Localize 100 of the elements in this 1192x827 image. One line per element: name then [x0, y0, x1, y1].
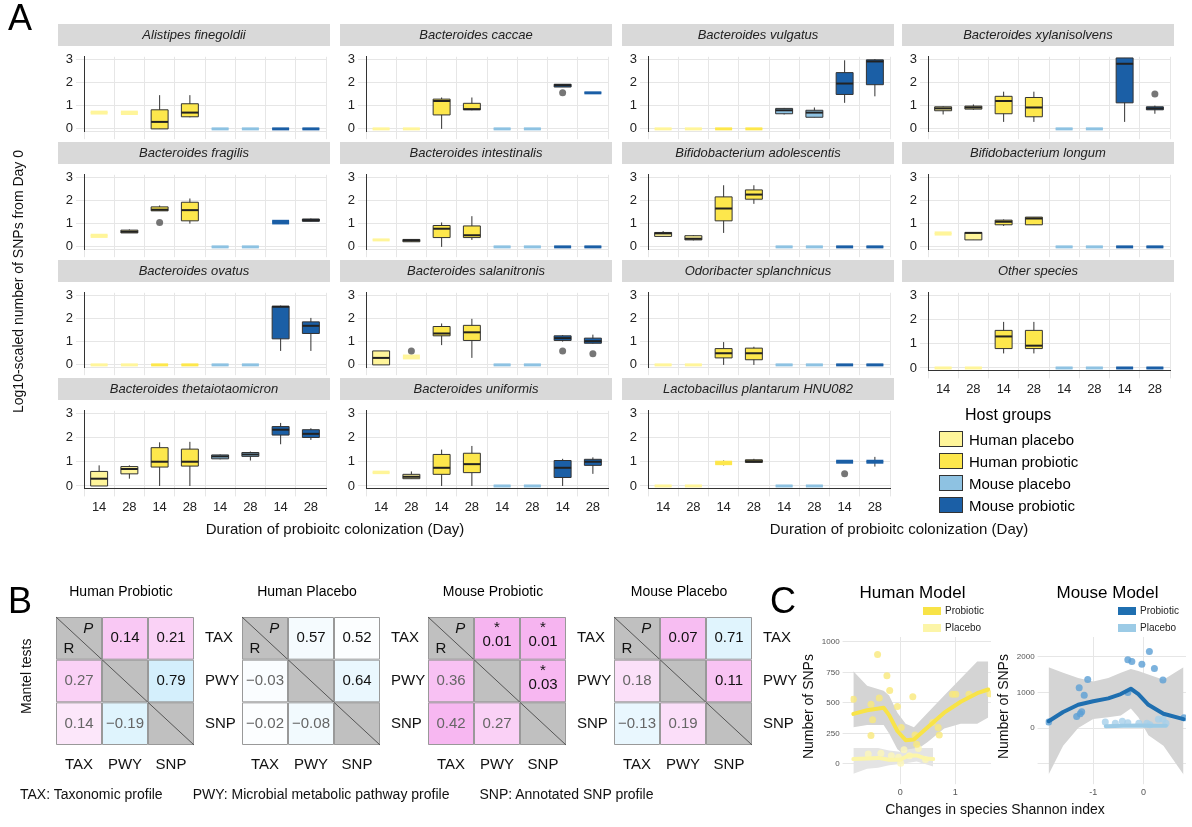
legend-label: Probiotic: [1140, 604, 1179, 616]
y-tick-label: 3: [909, 286, 917, 302]
x-tick-label: 28: [807, 498, 822, 514]
legend-label: Mouse placebo: [969, 474, 1071, 492]
x-tick-label: 28: [585, 498, 601, 514]
x-tick-label: 1: [952, 787, 958, 798]
legend-label: Human placebo: [969, 430, 1075, 448]
y-tick-label: 750: [826, 667, 841, 677]
chart-title: Human Probiotic: [68, 583, 174, 601]
y-tick-label: 250: [826, 728, 841, 738]
y-axis-title: Number of SNPs: [995, 654, 1012, 760]
y-tick-label: SNP: [391, 713, 422, 731]
data-label: 0.14: [64, 713, 94, 731]
legend-label: Placebo: [1140, 621, 1177, 633]
chart-title: Mouse Probiotic: [441, 583, 545, 601]
x-tick-label: 28: [746, 498, 762, 514]
x-axis-title: Duration of probioitc colonization (Day): [204, 520, 466, 537]
x-tick-label: PWY: [479, 755, 515, 773]
data-label: −0.13: [618, 713, 656, 731]
annotation: R: [621, 638, 633, 656]
y-tick-label: 1: [65, 453, 73, 469]
chart-title: Bacteroides uniformis: [340, 378, 612, 400]
x-tick-label: TAX: [436, 755, 466, 773]
chart-title: Odoribacter splanchnicus: [622, 260, 894, 282]
data-label: 0.79: [156, 671, 186, 689]
annotation: R: [63, 638, 75, 656]
legend-label: Probiotic: [945, 604, 984, 616]
x-tick-label: 28: [1026, 380, 1042, 396]
data-label: * 0.01: [482, 618, 512, 650]
y-tick-label: 2: [629, 309, 637, 325]
y-tick-label: 3: [347, 286, 355, 302]
y-tick-label: TAX: [391, 628, 420, 646]
y-tick-label: PWY: [391, 671, 426, 689]
text: A: [8, 0, 33, 38]
x-tick-label: 28: [122, 498, 137, 514]
y-tick-label: 1: [909, 215, 917, 231]
y-tick-label: 0: [347, 238, 355, 254]
data-label: −0.19: [106, 713, 144, 731]
y-tick-label: PWY: [763, 671, 798, 689]
data-label: 0.57: [296, 628, 326, 646]
data-label: * 0.03: [528, 661, 558, 693]
legend-label: Mouse probiotic: [969, 496, 1075, 514]
data-label: 0.21: [156, 628, 186, 646]
chart-title: Lactobacillus plantarum HNU082: [622, 378, 894, 400]
y-tick-label: 1: [629, 453, 637, 469]
x-tick-label: 14: [212, 498, 228, 514]
y-tick-label: 1: [65, 215, 73, 231]
annotation: P: [455, 619, 466, 637]
data-label: 0.27: [64, 671, 94, 689]
x-tick-label: 0: [1140, 787, 1146, 798]
x-tick-label: 14: [373, 498, 389, 514]
y-tick-label: 1: [629, 215, 637, 231]
x-tick-label: 14: [152, 498, 167, 514]
y-tick-label: 1: [347, 97, 355, 113]
y-tick-label: 2: [347, 73, 355, 89]
x-tick-label: 14: [434, 498, 449, 514]
chart-title: Human Model: [858, 583, 967, 604]
y-tick-label: 1: [65, 333, 73, 349]
x-tick-label: 28: [1147, 380, 1163, 396]
y-tick-label: 2: [65, 191, 73, 207]
data-label: −0.08: [292, 713, 330, 731]
y-tick-label: 2: [347, 191, 355, 207]
y-tick-label: 3: [65, 168, 73, 184]
x-tick-label: 14: [273, 498, 288, 514]
legend-label: Placebo: [945, 621, 982, 633]
y-tick-label: 3: [629, 168, 637, 184]
y-tick-label: 2: [65, 429, 73, 445]
chart-title: Other species: [902, 260, 1174, 282]
y-tick-label: 1: [347, 453, 355, 469]
x-tick-label: 28: [867, 498, 883, 514]
y-tick-label: 0: [629, 238, 637, 254]
chart-title: Bacteroides thetaiotaomicron: [58, 378, 330, 400]
y-tick-label: 3: [347, 50, 355, 66]
y-tick-label: 2: [347, 309, 355, 325]
x-tick-label: SNP: [713, 755, 745, 773]
x-tick-label: 0: [897, 787, 903, 798]
y-tick-label: 2: [65, 73, 73, 89]
y-tick-label: 0: [629, 356, 637, 372]
chart-title: Bacteroides salanitronis: [340, 260, 612, 282]
chart-title: Bacteroides intestinalis: [340, 142, 612, 164]
y-tick-label: 0: [347, 356, 355, 372]
data-label: 0.14: [110, 628, 140, 646]
x-tick-label: SNP: [527, 755, 559, 773]
y-tick-label: 3: [347, 404, 355, 420]
x-tick-label: 28: [686, 498, 701, 514]
y-tick-label: 2: [629, 191, 637, 207]
chart-title: Bacteroides fragilis: [58, 142, 330, 164]
y-tick-label: 1: [909, 335, 917, 351]
chart-title: Bacteroides ovatus: [58, 260, 330, 282]
y-tick-label: SNP: [577, 713, 608, 731]
annotation: P: [269, 619, 280, 637]
y-tick-label: 0: [909, 120, 917, 136]
x-tick-label: 28: [1087, 380, 1102, 396]
x-tick-label: 14: [494, 498, 510, 514]
x-tick-label: 28: [182, 498, 198, 514]
y-tick-label: 3: [65, 50, 73, 66]
y-tick-label: 0: [65, 120, 73, 136]
chart-title: Bifidobacterium longum: [902, 142, 1174, 164]
y-tick-label: 0: [65, 477, 73, 493]
y-tick-label: 0: [629, 120, 637, 136]
